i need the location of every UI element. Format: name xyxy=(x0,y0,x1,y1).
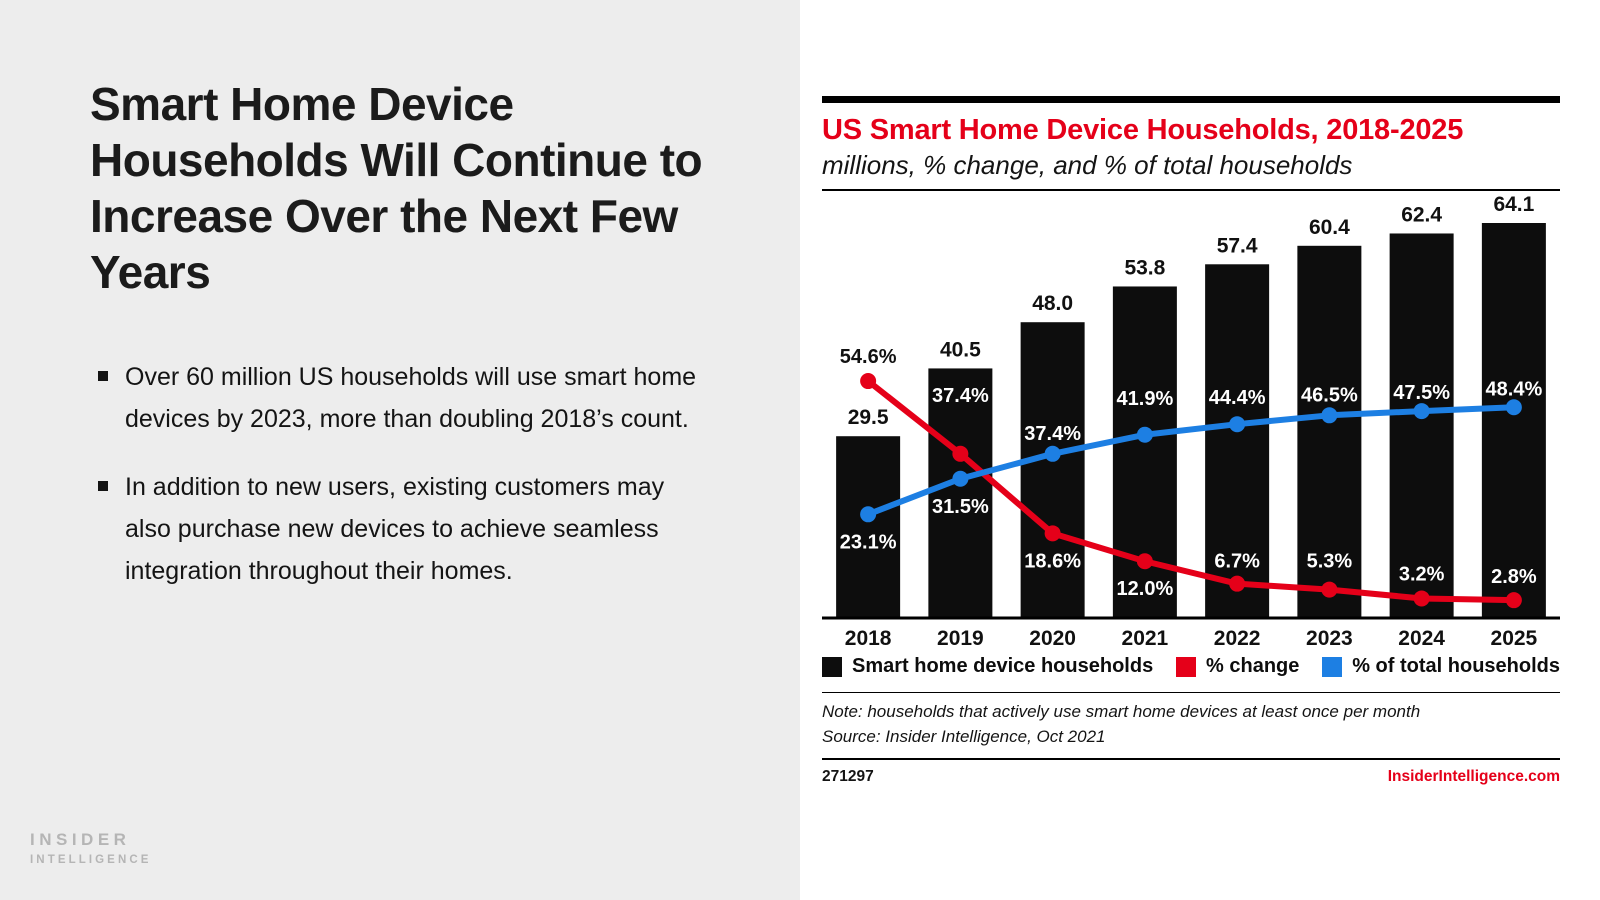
svg-text:46.5%: 46.5% xyxy=(1301,384,1358,406)
svg-text:57.4: 57.4 xyxy=(1217,234,1258,257)
bullet-square-icon xyxy=(98,481,108,492)
svg-text:5.3%: 5.3% xyxy=(1307,551,1353,573)
left-panel: Smart Home Device Households Will Contin… xyxy=(0,0,800,900)
legend-label: Smart home device households xyxy=(852,655,1154,677)
logo-line1: INSIDER xyxy=(30,830,131,849)
svg-text:41.9%: 41.9% xyxy=(1117,388,1174,410)
note-line2: Source: Insider Intelligence, Oct 2021 xyxy=(822,726,1106,746)
chart-subtitle: millions, % change, and % of total house… xyxy=(822,150,1353,180)
note-line1: Note: households that actively use smart… xyxy=(822,702,1421,721)
footer-divider xyxy=(822,758,1560,761)
svg-text:60.4: 60.4 xyxy=(1309,216,1350,239)
list-item: In addition to new users, existing custo… xyxy=(98,466,713,592)
logo-line2: INTELLIGENCE xyxy=(30,854,152,866)
bullet-square-icon xyxy=(98,371,108,382)
bullet-list: Over 60 million US households will use s… xyxy=(98,356,713,592)
legend-item-pct-change: % change xyxy=(1176,655,1299,678)
bullet-text: Over 60 million US households will use s… xyxy=(125,363,697,434)
svg-text:2020: 2020 xyxy=(1029,627,1076,650)
bar-series-swatch-icon xyxy=(822,656,842,677)
svg-text:62.4: 62.4 xyxy=(1401,203,1442,226)
chart-svg: 29.5 40.5 48.0 53.8 57.4 60.4 62.4 64.1 2018 2019… xyxy=(822,193,1560,650)
chart-panel: US Smart Home Device Households, 2018-20… xyxy=(800,0,1600,900)
legend-label: % change xyxy=(1206,655,1300,677)
svg-text:2021: 2021 xyxy=(1122,627,1169,650)
svg-text:2023: 2023 xyxy=(1306,627,1353,650)
list-item: Over 60 million US households will use s… xyxy=(98,356,713,440)
legend-label: % of total households xyxy=(1352,655,1560,677)
note-divider xyxy=(822,692,1560,693)
svg-text:2025: 2025 xyxy=(1491,627,1538,650)
top-divider xyxy=(822,96,1560,103)
svg-text:48.0: 48.0 xyxy=(1032,292,1073,315)
insider-intelligence-logo: INSIDER INTELLIGENCE xyxy=(30,830,152,866)
svg-text:37.4%: 37.4% xyxy=(1024,423,1081,445)
bullet-text: In addition to new users, existing custo… xyxy=(125,473,665,586)
svg-text:3.2%: 3.2% xyxy=(1399,563,1445,585)
chart-legend: Smart home device households % change % … xyxy=(822,655,1560,678)
svg-text:54.6%: 54.6% xyxy=(840,346,897,368)
legend-item-bars: Smart home device households xyxy=(822,655,1153,678)
pct-change-swatch-icon xyxy=(1176,656,1197,677)
svg-text:47.5%: 47.5% xyxy=(1393,382,1450,404)
chart-note: Note: households that actively use smart… xyxy=(822,700,1560,749)
chart-footer: 271297 InsiderIntelligence.com xyxy=(822,768,1560,786)
svg-text:12.0%: 12.0% xyxy=(1117,578,1174,600)
svg-text:48.4%: 48.4% xyxy=(1486,378,1543,400)
svg-text:2019: 2019 xyxy=(937,627,984,650)
svg-text:6.7%: 6.7% xyxy=(1214,551,1260,573)
svg-text:64.1: 64.1 xyxy=(1493,193,1534,216)
svg-text:29.5: 29.5 xyxy=(848,406,889,429)
chart-title: US Smart Home Device Households, 2018-20… xyxy=(822,114,1464,146)
svg-text:31.5%: 31.5% xyxy=(932,496,989,518)
svg-text:2022: 2022 xyxy=(1214,627,1261,650)
svg-text:2.8%: 2.8% xyxy=(1491,566,1537,588)
svg-text:23.1%: 23.1% xyxy=(840,531,897,553)
slide-title: Smart Home Device Households Will Contin… xyxy=(90,78,703,299)
svg-text:44.4%: 44.4% xyxy=(1209,387,1266,409)
chart-id: 271297 xyxy=(822,768,874,786)
svg-text:53.8: 53.8 xyxy=(1124,256,1165,279)
source-site-label: InsiderIntelligence.com xyxy=(1387,768,1560,786)
legend-item-pct-total: % of total households xyxy=(1322,655,1560,678)
subtitle-divider xyxy=(822,189,1560,191)
svg-text:37.4%: 37.4% xyxy=(932,385,989,407)
svg-text:40.5: 40.5 xyxy=(940,338,981,361)
pct-total-swatch-icon xyxy=(1322,656,1343,677)
svg-text:18.6%: 18.6% xyxy=(1024,550,1081,572)
svg-text:2024: 2024 xyxy=(1398,627,1445,650)
svg-text:2018: 2018 xyxy=(845,627,892,650)
